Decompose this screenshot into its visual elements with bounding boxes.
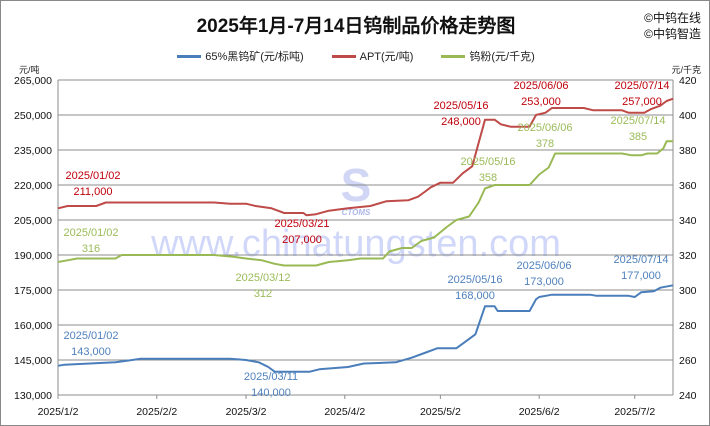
series-line-1: [57, 97, 674, 217]
left-tick-label: 205,000: [14, 215, 52, 227]
annotation-date: 2025/01/02: [63, 330, 118, 342]
left-axis-unit: 元/吨: [19, 65, 40, 75]
annotation-value: 385: [629, 131, 647, 143]
annotation-value: 316: [82, 243, 100, 255]
annotation-value: 177,000: [621, 270, 661, 282]
series-line-2: [57, 140, 673, 267]
left-tick-label: 235,000: [14, 145, 52, 157]
chart-title: 2025年1月-7月14日钨制品价格走势图: [196, 16, 516, 37]
legend-item-ore: 65%黑钨矿(元/标吨): [177, 48, 304, 64]
right-tick-label: 420: [679, 75, 697, 87]
legend-label: 65%黑钨矿(元/标吨): [205, 51, 304, 63]
right-tick-label: 260: [679, 355, 697, 367]
annotation-value: 248,000: [441, 116, 481, 128]
annotation-value: 168,000: [455, 290, 495, 302]
annotation-value: 253,000: [521, 96, 561, 108]
annotation-value: 173,000: [524, 276, 564, 288]
x-tick-label: 2025/6/2: [519, 406, 560, 418]
annotation-date: 2025/01/02: [63, 227, 118, 239]
annotation-value: 211,000: [74, 186, 113, 198]
annotation-date: 2025/06/06: [513, 80, 568, 92]
legend-swatch: [441, 54, 466, 58]
copyright-2: ©中钨智造: [644, 27, 701, 41]
annotation-date: 2025/05/16: [447, 274, 502, 286]
right-axis-unit: 元/千克: [671, 65, 701, 75]
x-tick-label: 2025/5/2: [420, 406, 461, 418]
annotation-value: 378: [536, 138, 554, 150]
x-tick-label: 2025/2/2: [136, 406, 177, 418]
annotation-value: 257,000: [622, 96, 662, 108]
left-tick-label: 175,000: [14, 285, 52, 297]
right-tick-label: 380: [679, 145, 697, 157]
right-tick-label: 320: [679, 250, 697, 262]
annotation-date: 2025/05/16: [460, 156, 515, 168]
right-tick-label: 400: [679, 110, 697, 122]
annotation-date: 2025/06/06: [516, 260, 571, 272]
annotation-date: 2025/03/12: [235, 272, 290, 284]
annotation-value: 312: [254, 288, 272, 300]
x-tick-label: 2025/7/2: [614, 406, 655, 418]
left-tick-label: 265,000: [14, 75, 52, 87]
x-tick-label: 2025/4/2: [324, 406, 365, 418]
left-tick-label: 220,000: [14, 180, 52, 192]
left-tick-label: 250,000: [14, 110, 52, 122]
watermark-text: www.chinatungsten.com: [150, 223, 561, 265]
annotation-date: 2025/06/06: [517, 122, 572, 134]
right-tick-label: 300: [679, 285, 697, 297]
legend-item-powder: 钨粉(元/千克): [441, 48, 535, 64]
watermark-logo-text: CTOMS: [342, 208, 371, 217]
annotation-date: 2025/01/02: [65, 170, 120, 182]
annotation-date: 2025/03/21: [274, 218, 329, 230]
annotation-date: 2025/07/14: [613, 254, 668, 266]
annotation-date: 2025/07/14: [614, 80, 669, 92]
legend-swatch: [331, 54, 356, 58]
left-tick-label: 190,000: [14, 250, 52, 262]
right-tick-label: 280: [679, 320, 697, 332]
annotation-date: 2025/07/14: [610, 115, 665, 127]
left-tick-label: 145,000: [14, 355, 52, 367]
annotation-date: 2025/03/11: [244, 371, 298, 383]
left-tick-label: 160,000: [14, 320, 52, 332]
x-tick-label: 2025/1/2: [38, 406, 79, 418]
series-line-0: [57, 284, 674, 373]
annotation-value: 140,000: [251, 387, 291, 399]
legend-label: APT(元/吨): [359, 51, 414, 63]
annotation-value: 207,000: [282, 234, 322, 246]
left-tick-label: 130,000: [14, 390, 52, 402]
annotation-date: 2025/05/16: [433, 100, 488, 112]
right-tick-label: 360: [679, 180, 697, 192]
right-tick-label: 340: [679, 215, 697, 227]
legend: 65%黑钨矿(元/标吨) APT(元/吨) 钨粉(元/千克): [1, 48, 709, 64]
legend-item-apt: APT(元/吨): [331, 48, 414, 64]
annotation-value: 358: [479, 172, 497, 184]
annotation-value: 143,000: [71, 346, 111, 358]
right-tick-label: 240: [679, 390, 697, 402]
copyright-1: ©中钨在线: [644, 11, 701, 25]
legend-swatch: [177, 54, 202, 58]
x-tick-label: 2025/3/2: [226, 406, 267, 418]
legend-label: 钨粉(元/千克): [469, 51, 535, 63]
